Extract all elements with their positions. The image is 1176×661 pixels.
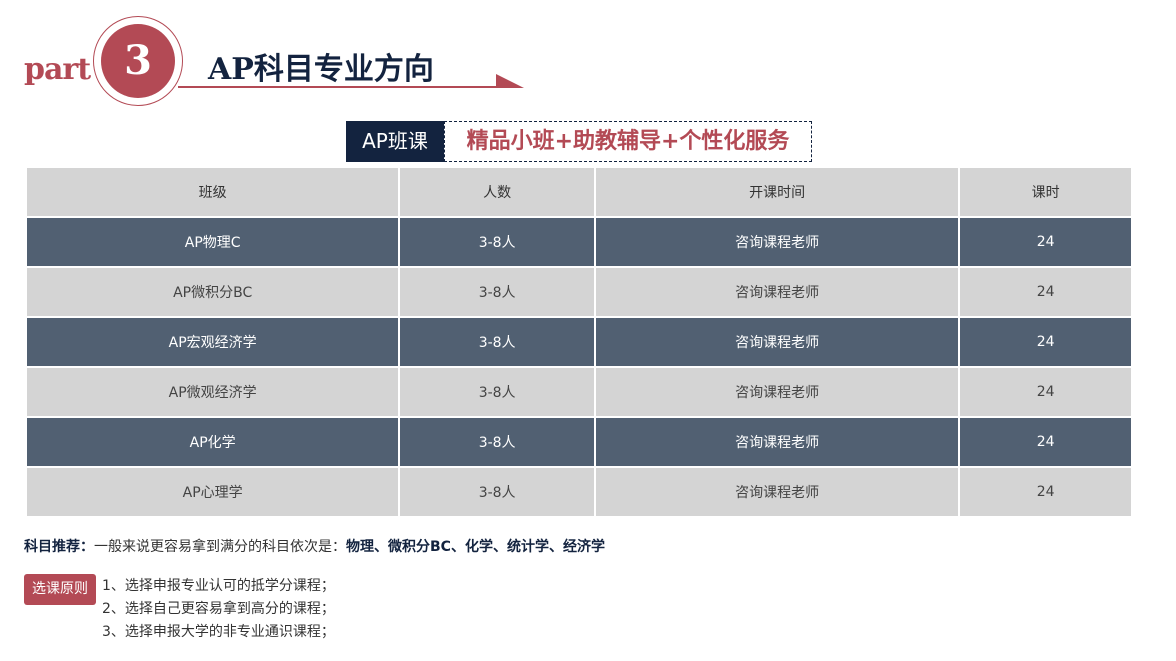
table-cell: 咨询课程老师 [593,466,961,518]
subject-recommendation: 科目推荐：一般来说更容易拿到满分的科目依次是：物理、微积分BC、化学、统计学、经… [24,536,605,556]
table-cell: AP化学 [24,416,401,468]
table-cell: 咨询课程老师 [593,416,961,468]
section-number: 3 [101,24,175,98]
table-cell: 咨询课程老师 [593,216,961,268]
table-row: AP化学 3-8人 咨询课程老师 24 [24,416,1133,468]
table-cell: AP宏观经济学 [24,316,401,368]
table-cell: 咨询课程老师 [593,316,961,368]
slogan: 精品小班+助教辅导+个性化服务 [444,121,812,162]
table-cell: AP微观经济学 [24,366,401,418]
table-cell: 3-8人 [398,316,596,368]
principles-label: 选课原则 [24,574,96,605]
col-schedule: 开课时间 [593,166,961,218]
page-title: AP科目专业方向 [208,52,434,87]
table-row: AP物理C 3-8人 咨询课程老师 24 [24,216,1133,268]
recommendation-text: 一般来说更容易拿到满分的科目依次是： [94,539,346,555]
principles-list: 1、选择申报专业认可的抵学分课程； 2、选择自己更容易拿到高分的课程； 3、选择… [102,575,335,644]
table-cell: AP心理学 [24,466,401,518]
table-cell: 24 [958,466,1133,518]
class-type-tag: AP班课 [346,121,444,162]
arrow-icon [496,74,524,88]
col-size: 人数 [398,166,596,218]
number-ring [93,16,183,106]
table-row: AP微观经济学 3-8人 咨询课程老师 24 [24,366,1133,418]
table-cell: AP物理C [24,216,401,268]
recommendation-label: 科目推荐： [24,539,94,555]
col-class: 班级 [24,166,401,218]
course-table: 班级 人数 开课时间 课时 AP物理C 3-8人 咨询课程老师 24 AP微积分BC 3-… [24,166,1133,518]
table-cell: 3-8人 [398,466,596,518]
table-row: AP宏观经济学 3-8人 咨询课程老师 24 [24,316,1133,368]
table-cell: AP微积分BC [24,266,401,318]
part-label: part [24,52,91,87]
principle-item: 3、选择申报大学的非专业通识课程； [102,624,335,640]
table-cell: 24 [958,316,1133,368]
table-row: AP心理学 3-8人 咨询课程老师 24 [24,466,1133,518]
table-row: AP微积分BC 3-8人 咨询课程老师 24 [24,266,1133,318]
title-underline [178,86,498,88]
principle-item: 2、选择自己更容易拿到高分的课程； [102,601,335,617]
table-header: 班级 人数 开课时间 课时 [24,166,1133,218]
table-cell: 咨询课程老师 [593,266,961,318]
recommendation-subjects: 物理、微积分BC、化学、统计学、经济学 [346,539,605,555]
table-cell: 24 [958,216,1133,268]
table-cell: 3-8人 [398,266,596,318]
table-cell: 咨询课程老师 [593,366,961,418]
col-hours: 课时 [958,166,1133,218]
table-cell: 3-8人 [398,416,596,468]
table-cell: 24 [958,266,1133,318]
principle-item: 1、选择申报专业认可的抵学分课程； [102,578,335,594]
table-cell: 24 [958,416,1133,468]
table-cell: 24 [958,366,1133,418]
table-cell: 3-8人 [398,366,596,418]
table-cell: 3-8人 [398,216,596,268]
